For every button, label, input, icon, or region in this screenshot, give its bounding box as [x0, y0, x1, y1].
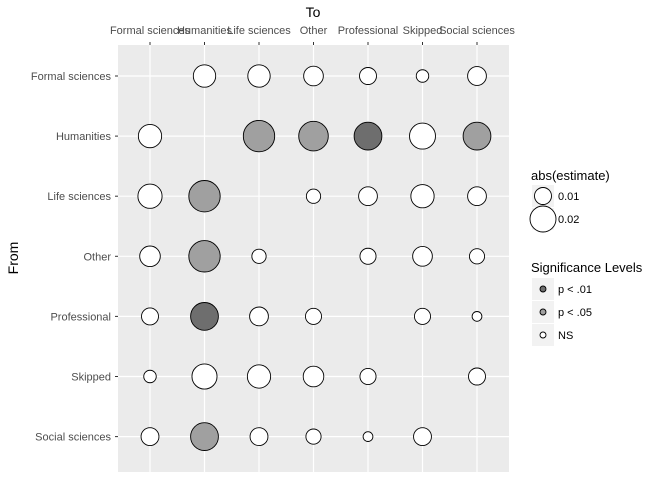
data-points	[137, 64, 492, 451]
x-tick-label-life-sciences: Life sciences	[227, 25, 291, 37]
size-legend: abs(estimate) 0.01 0.02	[529, 168, 610, 233]
size-legend-label: 0.01	[558, 191, 579, 203]
point-humanities-to-formal-sciences	[137, 124, 163, 149]
point-social-sciences-to-skipped	[413, 427, 432, 446]
significance-legend-key	[539, 308, 547, 316]
point-humanities-to-professional	[353, 121, 383, 151]
point-social-sciences-to-other	[305, 428, 322, 445]
point-life-sciences-to-humanities	[188, 180, 221, 213]
x-tick-label-formal-sciences: Formal sciences	[110, 25, 191, 37]
significance-legend-label: p < .05	[558, 307, 592, 319]
point-life-sciences-to-social-sciences	[467, 186, 487, 207]
point-other-to-humanities	[188, 240, 221, 273]
significance-legend-label: p < .01	[558, 284, 592, 296]
size-legend-title: abs(estimate)	[531, 168, 610, 183]
point-life-sciences-to-other	[305, 188, 322, 204]
point-skipped-to-other	[302, 365, 325, 388]
significance-legend-key	[539, 331, 547, 339]
point-humanities-to-social-sciences	[462, 121, 492, 151]
point-formal-sciences-to-professional	[359, 67, 377, 85]
point-other-to-life-sciences	[251, 248, 267, 264]
point-formal-sciences-to-life-sciences	[247, 64, 271, 88]
point-life-sciences-to-professional	[358, 186, 378, 207]
point-professional-to-humanities	[190, 302, 219, 331]
point-social-sciences-to-humanities	[190, 422, 219, 451]
y-tick-label-professional: Professional	[50, 311, 111, 323]
point-professional-to-skipped	[414, 307, 432, 325]
point-formal-sciences-to-other	[303, 65, 324, 87]
point-other-to-social-sciences	[468, 248, 486, 265]
point-professional-to-formal-sciences	[141, 307, 159, 326]
significance-legend: Significance Levels p < .01 p < .05 NS	[531, 260, 643, 346]
y-tick-label-other: Other	[83, 251, 111, 263]
x-tick-label-skipped: Skipped	[403, 25, 443, 37]
x-tick-label-humanities: Humanities	[177, 25, 233, 37]
x-tick-label-professional: Professional	[338, 25, 399, 37]
point-other-to-formal-sciences	[139, 245, 161, 268]
significance-legend-label: NS	[558, 330, 573, 342]
point-professional-to-social-sciences	[471, 311, 483, 322]
y-axis-title: From	[5, 242, 21, 275]
point-professional-to-life-sciences	[249, 306, 269, 327]
y-tick-labels: Formal sciences Humanities Life sciences Ot…	[31, 71, 118, 444]
point-formal-sciences-to-social-sciences	[467, 66, 487, 86]
x-axis-title: To	[306, 4, 321, 20]
y-tick-label-skipped: Skipped	[71, 372, 111, 384]
point-skipped-to-life-sciences	[246, 364, 272, 389]
point-social-sciences-to-formal-sciences	[140, 427, 160, 446]
point-formal-sciences-to-skipped	[415, 69, 430, 83]
point-social-sciences-to-life-sciences	[249, 427, 269, 446]
point-life-sciences-to-skipped	[410, 184, 435, 209]
point-life-sciences-to-formal-sciences	[137, 183, 163, 209]
point-skipped-to-formal-sciences	[143, 369, 157, 384]
y-tick-label-formal-sciences: Formal sciences	[31, 71, 112, 83]
size-legend-key	[534, 187, 552, 205]
point-other-to-skipped	[412, 245, 433, 267]
point-other-to-professional	[359, 247, 377, 265]
point-humanities-to-other	[298, 120, 329, 152]
size-legend-label: 0.02	[558, 214, 579, 226]
y-tick-label-humanities: Humanities	[56, 131, 112, 143]
significance-legend-key	[539, 285, 547, 293]
x-tick-label-other: Other	[300, 25, 328, 37]
y-tick-label-life-sciences: Life sciences	[47, 191, 111, 203]
point-skipped-to-professional	[359, 368, 377, 386]
point-formal-sciences-to-humanities	[192, 64, 217, 88]
y-tick-label-social-sciences: Social sciences	[35, 432, 111, 444]
point-humanities-to-skipped	[409, 122, 436, 150]
point-professional-to-other	[305, 307, 323, 325]
point-social-sciences-to-professional	[362, 431, 374, 442]
point-humanities-to-life-sciences	[242, 119, 276, 153]
point-skipped-to-humanities	[191, 363, 218, 390]
size-legend-key	[529, 205, 557, 233]
significance-legend-title: Significance Levels	[531, 260, 643, 275]
x-tick-label-social-sciences: Social sciences	[439, 25, 515, 37]
point-skipped-to-social-sciences	[468, 367, 486, 386]
